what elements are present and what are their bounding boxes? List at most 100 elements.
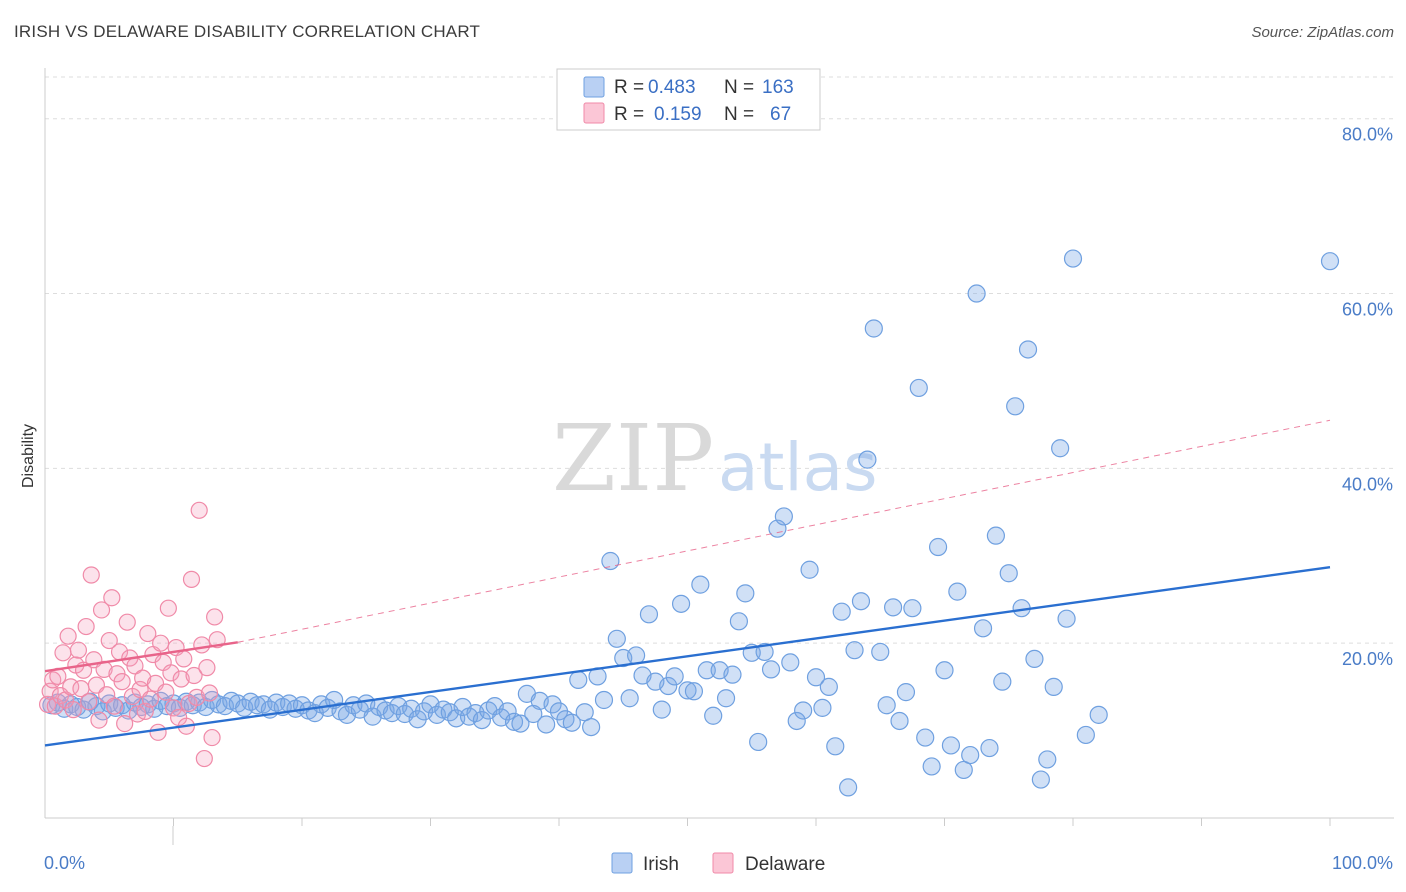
irish-points <box>42 249 1340 797</box>
delaware-trend-extension <box>237 419 1331 643</box>
irish-point <box>903 599 922 618</box>
irish-point <box>1038 750 1057 769</box>
irish-point <box>382 704 402 723</box>
irish-point <box>980 738 999 758</box>
irish-point <box>626 646 646 665</box>
delaware-point <box>200 684 219 702</box>
delaware-point <box>198 659 216 677</box>
irish-point <box>993 672 1012 691</box>
delaware-point <box>77 617 95 636</box>
axes <box>44 68 1394 845</box>
irish-point <box>620 689 639 708</box>
delaware-point <box>190 501 208 519</box>
y-tick-labels: 20.0% 40.0% 60.0% 80.0% <box>1342 125 1393 669</box>
irish-point <box>524 704 543 724</box>
irish-point <box>1031 770 1050 789</box>
delaware-point <box>159 599 177 617</box>
legend-n-label-irish: N = <box>724 77 754 98</box>
delaware-point <box>172 670 190 688</box>
legend-r-label-delaware: R = <box>614 104 644 125</box>
delaware-point <box>206 608 224 626</box>
delaware-point <box>164 699 183 717</box>
irish-point <box>819 677 838 696</box>
y-tick-label: 20.0% <box>1342 649 1393 669</box>
delaware-point <box>188 688 206 706</box>
irish-point <box>671 594 691 613</box>
delaware-points <box>38 501 226 768</box>
legend-n-label-delaware: N = <box>724 104 754 125</box>
delaware-point <box>185 666 203 685</box>
delaware-point <box>116 714 134 733</box>
irish-point <box>858 450 877 469</box>
irish-point <box>639 605 659 624</box>
irish-point <box>511 714 530 733</box>
legend-r-value-delaware: 0.159 <box>654 104 702 125</box>
irish-point <box>800 560 819 579</box>
delaware-point <box>46 697 64 715</box>
x-tick-labels: 0.0% 100.0% <box>44 853 1393 873</box>
bottom-legend-irish: Irish <box>643 854 679 875</box>
irish-point <box>684 682 704 701</box>
irish-point <box>652 700 671 719</box>
delaware-trend-line <box>44 641 238 673</box>
irish-point <box>916 728 935 747</box>
irish-point <box>832 602 851 621</box>
delaware-point <box>193 636 211 654</box>
irish-point <box>1051 439 1070 458</box>
delaware-point <box>182 570 201 588</box>
delaware-point <box>195 749 213 768</box>
delaware-point <box>203 728 221 747</box>
irish-point <box>678 681 697 700</box>
irish-point <box>1057 609 1076 628</box>
irish-point <box>935 661 954 680</box>
irish-point <box>1320 252 1340 271</box>
irish-point <box>1076 725 1095 745</box>
irish-point <box>941 736 961 755</box>
gridlines <box>45 76 1394 644</box>
irish-point <box>877 696 896 715</box>
watermark-atlas: atlas <box>718 429 878 506</box>
delaware-point <box>90 711 108 729</box>
legend-n-value-delaware: 67 <box>770 104 791 125</box>
delaware-point <box>134 669 152 687</box>
delaware-point <box>100 631 118 650</box>
irish-point <box>883 598 903 617</box>
irish-point <box>562 713 581 732</box>
irish-point <box>851 592 871 611</box>
irish-point <box>607 629 626 648</box>
x-tick-label: 100.0% <box>1332 853 1393 873</box>
irish-point <box>569 670 588 689</box>
legend-swatch-irish <box>583 76 605 98</box>
irish-point <box>896 683 916 702</box>
y-tick-label: 60.0% <box>1342 300 1393 320</box>
delaware-point <box>157 683 175 701</box>
trend-lines <box>44 419 1331 747</box>
irish-point <box>691 575 710 594</box>
legend-r-value-irish: 0.483 <box>648 77 696 98</box>
irish-point <box>826 737 845 756</box>
irish-point <box>890 711 909 731</box>
legend-r-label-irish: R = <box>614 77 644 98</box>
irish-point <box>504 712 524 731</box>
delaware-point <box>152 634 170 652</box>
irish-point <box>999 564 1018 583</box>
irish-point <box>864 319 883 338</box>
irish-point <box>498 702 517 721</box>
irish-point <box>813 698 832 717</box>
irish-point <box>716 689 736 708</box>
delaware-point <box>162 664 180 682</box>
irish-point <box>928 537 948 557</box>
x-tick-label: 0.0% <box>44 853 85 873</box>
irish-point <box>787 711 806 731</box>
irish-point <box>723 665 742 684</box>
irish-point <box>472 710 491 730</box>
delaware-point <box>105 697 123 715</box>
irish-point <box>986 526 1006 545</box>
irish-point <box>973 619 993 638</box>
irish-point <box>582 717 601 737</box>
irish-point <box>1089 705 1108 724</box>
irish-point <box>948 582 967 601</box>
delaware-point <box>141 690 159 708</box>
irish-point <box>1025 649 1044 669</box>
